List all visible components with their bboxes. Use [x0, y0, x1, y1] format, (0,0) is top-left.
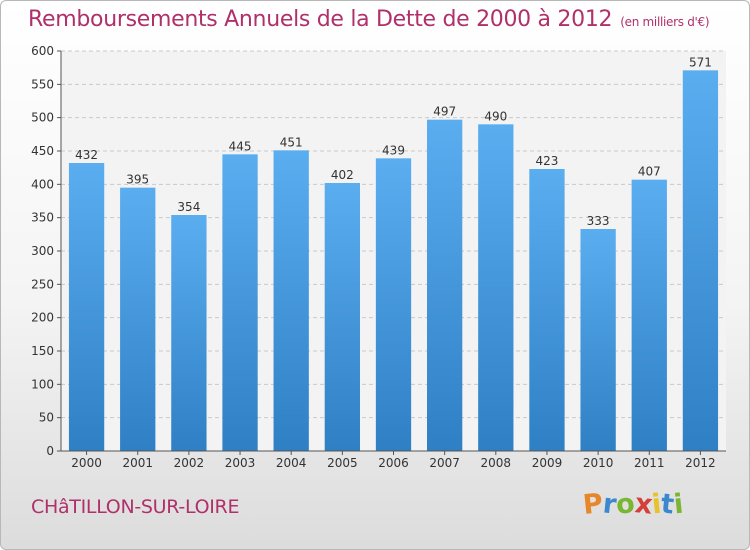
value-label-2010: 333 [587, 214, 610, 228]
x-tick-label-2004: 2004 [276, 456, 307, 470]
chart-title: Remboursements Annuels de la Dette de 20… [28, 7, 710, 32]
x-tick-label-2006: 2006 [378, 456, 409, 470]
bar-2007 [427, 119, 463, 452]
x-tick-label-2002: 2002 [174, 456, 205, 470]
y-tick-label: 50 [39, 411, 54, 425]
x-tick-label-2008: 2008 [481, 456, 512, 470]
x-tick-label-2005: 2005 [327, 456, 358, 470]
x-tick-label-2009: 2009 [532, 456, 563, 470]
x-tick-label-2003: 2003 [225, 456, 256, 470]
y-tick-label: 450 [31, 144, 54, 158]
x-tick-label-2012: 2012 [685, 456, 716, 470]
bar-2004 [273, 150, 309, 452]
commune-name: CHâTILLON-SUR-LOIRE [31, 496, 240, 518]
value-label-2001: 395 [126, 173, 149, 187]
y-tick-label: 0 [46, 444, 54, 458]
y-tick-label: 150 [31, 344, 54, 358]
y-tick-label: 500 [31, 111, 54, 125]
bar-2008 [478, 124, 514, 451]
y-tick-label: 350 [31, 211, 54, 225]
x-axis: 2000 2001 2002 2003 2004 2005 2006 2007 2008 2009… [61, 450, 726, 470]
value-label-2006: 439 [382, 143, 405, 157]
y-tick-label: 250 [31, 277, 54, 291]
value-label-2003: 445 [229, 139, 252, 153]
x-tick-label-2000: 2000 [71, 456, 102, 470]
value-label-2008: 490 [484, 109, 507, 123]
bar-2012 [682, 70, 719, 451]
x-tick-label-2001: 2001 [122, 456, 153, 470]
bar-2005 [324, 183, 360, 451]
y-tick-label: 400 [31, 177, 54, 191]
y-axis: 0 50 100 150 200 250 300 350 400 450 500 550 600 [31, 44, 62, 458]
value-label-2000: 432 [75, 148, 98, 162]
bar-2006 [375, 158, 412, 452]
y-tick-label: 100 [31, 377, 54, 391]
bar-2002 [171, 215, 207, 451]
bar-2010 [580, 229, 616, 451]
bar-2000 [68, 163, 105, 451]
y-tick-label: 600 [31, 44, 54, 58]
y-tick-label: 300 [31, 244, 54, 258]
x-tick-label-2007: 2007 [429, 456, 460, 470]
y-tick-label: 200 [31, 311, 54, 325]
value-labels: 432 395 354 445 451 402 439 497 490 423 333 407 571 [75, 55, 712, 228]
value-label-2007: 497 [433, 105, 456, 119]
bar-2001 [120, 187, 156, 451]
title-text: Remboursements Annuels de la Dette de 20… [28, 7, 613, 32]
value-label-2009: 423 [536, 154, 559, 168]
value-label-2002: 354 [177, 200, 200, 214]
value-label-2011: 407 [638, 165, 661, 179]
y-tick-label: 550 [31, 77, 54, 91]
logo-letter: i [672, 488, 686, 521]
x-tick-label-2010: 2010 [583, 456, 614, 470]
bars [68, 70, 719, 452]
title-unit: (en milliers d'€) [620, 15, 710, 29]
bar-2009 [529, 169, 565, 451]
bar-2011 [631, 179, 667, 451]
bar-2003 [222, 154, 258, 452]
value-label-2005: 402 [331, 168, 354, 182]
value-label-2004: 451 [280, 135, 303, 149]
value-label-2012: 571 [689, 55, 712, 69]
x-tick-label-2011: 2011 [634, 456, 665, 470]
proxiti-logo: Proxiti [581, 488, 686, 521]
